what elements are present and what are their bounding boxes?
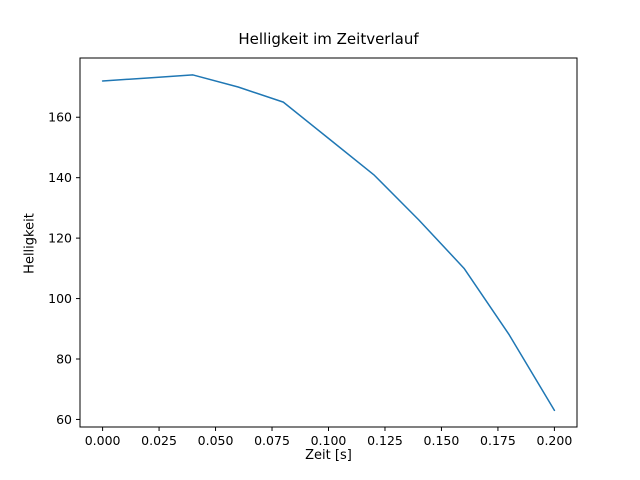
- x-tick-label: 0.150: [424, 433, 460, 448]
- y-axis-label: Helligkeit: [22, 213, 38, 274]
- x-tick-label: 0.175: [480, 433, 516, 448]
- y-tick-label: 100: [48, 291, 72, 306]
- y-tick-label: 160: [48, 110, 72, 125]
- data-line-helligkeit: [101, 74, 556, 412]
- x-tick-label: 0.075: [254, 433, 290, 448]
- x-tick-label: 0.000: [85, 433, 121, 448]
- y-tick-label: 120: [48, 231, 72, 246]
- y-tick-label: 140: [48, 170, 72, 185]
- x-tick-label: 0.100: [311, 433, 347, 448]
- y-tick-label: 60: [56, 412, 72, 427]
- chart-title: Helligkeit im Zeitverlauf: [238, 30, 419, 48]
- plot-area: [79, 57, 578, 428]
- y-tick-label: 80: [56, 352, 72, 367]
- x-axis-label: Zeit [s]: [305, 448, 352, 463]
- x-tick-label: 0.200: [537, 433, 573, 448]
- x-tick-label: 0.125: [367, 433, 403, 448]
- x-tick-label: 0.050: [198, 433, 234, 448]
- x-tick-label: 0.025: [141, 433, 177, 448]
